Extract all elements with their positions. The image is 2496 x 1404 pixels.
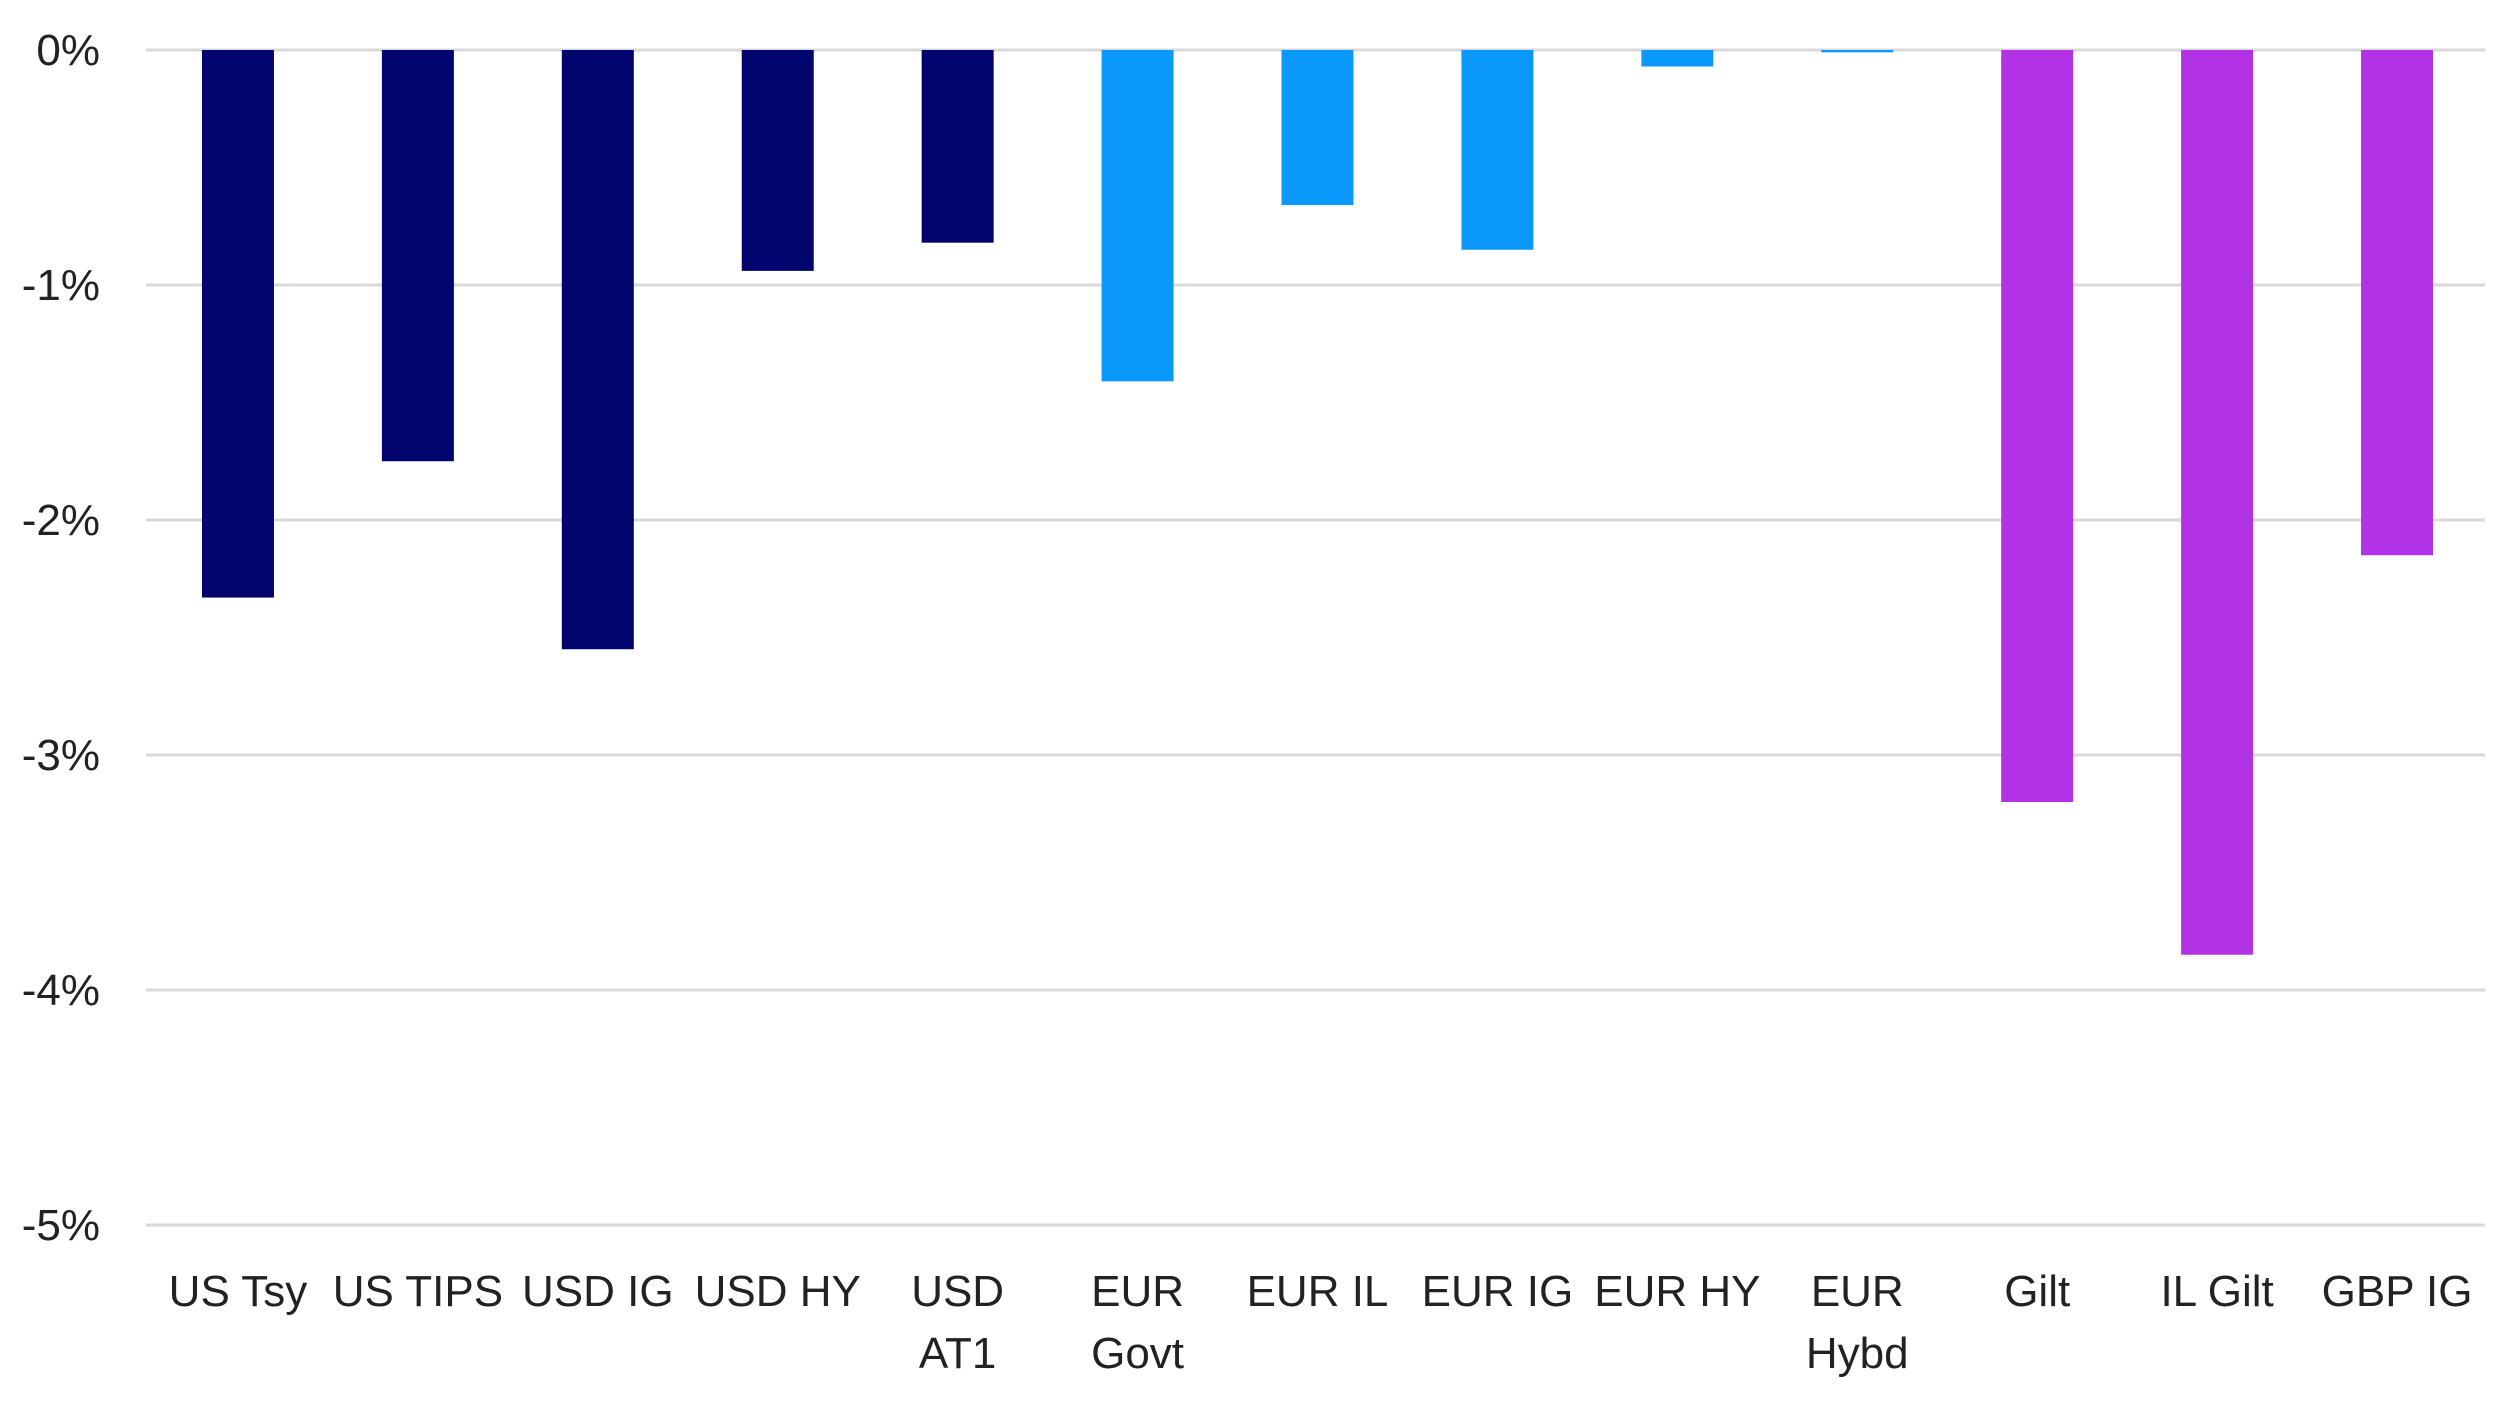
x-tick-label: US Tsy (169, 1267, 308, 1316)
x-tick-label: IL Gilt (2160, 1267, 2273, 1316)
bar (201, 50, 274, 598)
gridlines (146, 48, 2485, 1227)
y-tick-label: 0% (36, 26, 100, 75)
x-tick-label: EUR Govt (1091, 1267, 1184, 1378)
y-axis-tick-labels: 0% -1% -2% -3% -4% -5% (22, 26, 100, 1250)
bar (1821, 50, 1894, 53)
y-tick-label: -2% (22, 496, 100, 545)
bar (2181, 50, 2254, 955)
bar (1461, 50, 1534, 250)
x-tick-label: EUR IL (1247, 1267, 1389, 1316)
x-tick-label: EUR IG (1422, 1267, 1574, 1316)
x-tick-label: EUR Hybd (1806, 1267, 1909, 1378)
bar (1641, 50, 1714, 67)
bar (1101, 50, 1174, 382)
bar (1281, 50, 1354, 206)
x-axis-category-labels: US Tsy US TIPS USD IG USD HY USD AT1 EUR Govt EU… (169, 1267, 2473, 1378)
x-tick-label: GBP IG (2322, 1267, 2473, 1316)
bars (201, 50, 2434, 955)
y-tick-label: -3% (22, 731, 100, 780)
x-tick-label: EUR HY (1594, 1267, 1760, 1316)
bar (2001, 50, 2074, 802)
x-tick-label: USD AT1 (911, 1267, 1004, 1378)
bar (921, 50, 994, 243)
bar (2361, 50, 2434, 556)
bar (381, 50, 454, 462)
y-tick-label: -4% (22, 966, 100, 1015)
y-tick-label: -5% (22, 1201, 100, 1250)
x-tick-label: USD IG (522, 1267, 674, 1316)
bar (741, 50, 814, 271)
x-tick-label: USD HY (695, 1267, 861, 1316)
x-tick-label: Gilt (2004, 1267, 2070, 1316)
bar (561, 50, 634, 650)
y-tick-label: -1% (22, 261, 100, 310)
x-tick-label: US TIPS (333, 1267, 503, 1316)
